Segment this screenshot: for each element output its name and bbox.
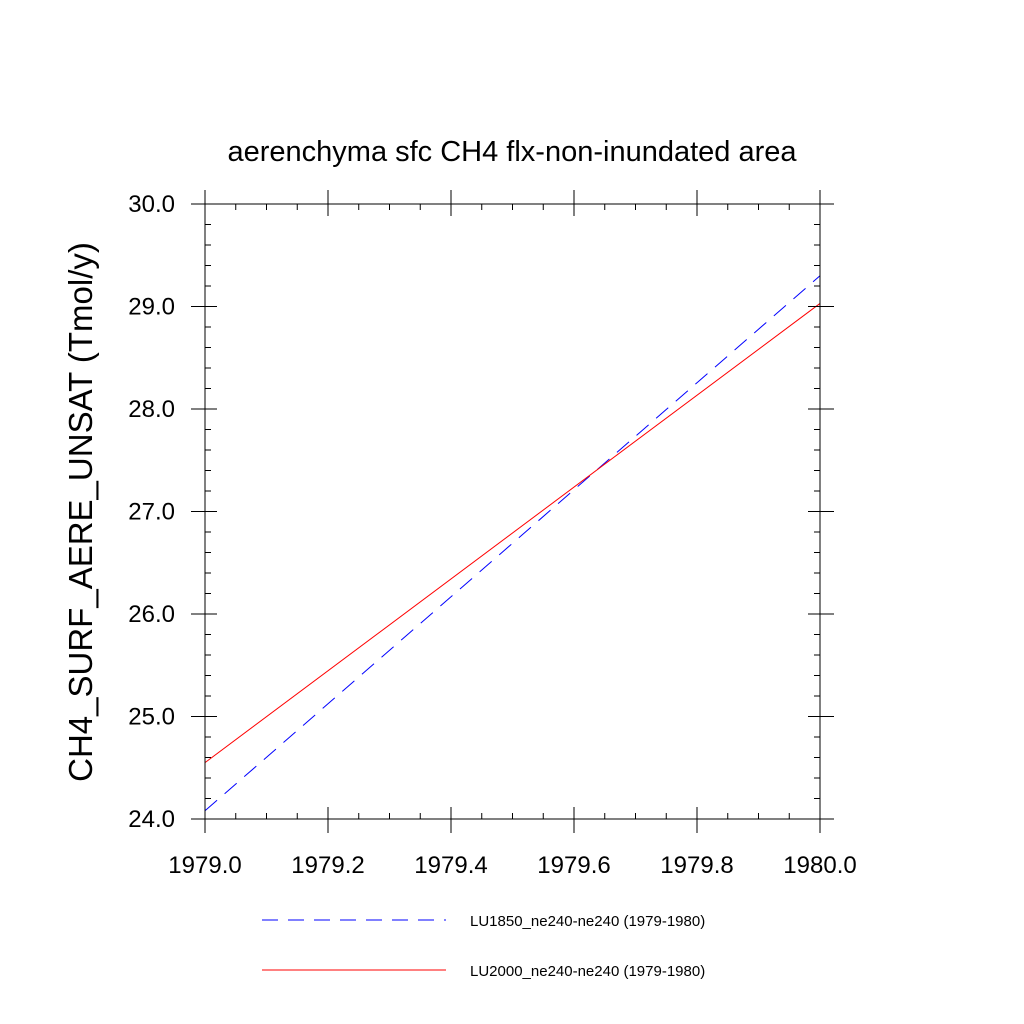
- plot-frame: [204, 203, 821, 820]
- y-tick-label: 27.0: [128, 499, 175, 526]
- y-tick-label: 25.0: [128, 704, 175, 731]
- series-line-2: [204, 303, 821, 764]
- tick-labels: 1979.0 1979.2 1979.4 1979.6 1979.8 1980.0 24.0…: [128, 191, 856, 879]
- x-tick-label: 1979.4: [414, 852, 487, 879]
- y-tick-label: 29.0: [128, 294, 175, 321]
- plot-lines: [204, 275, 821, 812]
- y-tick-label: 26.0: [128, 601, 175, 628]
- x-tick-label: 1979.0: [168, 852, 241, 879]
- legend: LU1850_ne240-ne240 (1979-1980) LU2000_ne2…: [262, 913, 705, 980]
- y-tick-label: 28.0: [128, 396, 175, 423]
- legend-label-2: LU2000_ne240-ne240 (1979-1980): [470, 963, 705, 980]
- axis-ticks: [191, 190, 834, 833]
- x-tick-label: 1979.2: [291, 852, 364, 879]
- y-tick-label: 24.0: [128, 806, 175, 833]
- x-tick-label: 1979.6: [537, 852, 610, 879]
- x-tick-label: 1979.8: [660, 852, 733, 879]
- y-tick-label: 30.0: [128, 191, 175, 218]
- chart-title: aerenchyma sfc CH4 flx-non-inundated are…: [227, 136, 797, 168]
- series-line-1: [204, 275, 821, 812]
- legend-label-1: LU1850_ne240-ne240 (1979-1980): [470, 913, 705, 930]
- x-tick-label: 1980.0: [783, 852, 856, 879]
- y-axis-label: CH4_SURF_AERE_UNSAT (Tmol/y): [62, 242, 99, 782]
